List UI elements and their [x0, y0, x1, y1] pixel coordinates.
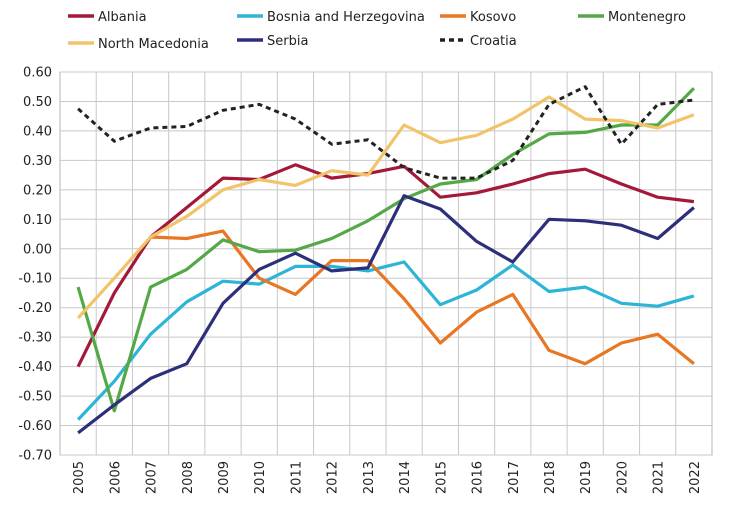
x-tick-label: 2014	[398, 461, 413, 494]
y-tick-label: -0.20	[18, 301, 52, 316]
x-tick-label: 2008	[181, 461, 196, 494]
legend-item-croatia: Croatia	[440, 34, 517, 49]
grid	[59, 71, 713, 456]
y-tick-label: 0.30	[23, 154, 52, 169]
series-line-albania	[76, 163, 695, 368]
legend-item-serbia: Serbia	[237, 34, 308, 49]
y-tick-label: 0.10	[23, 213, 52, 228]
legend-label: Kosovo	[470, 10, 516, 25]
x-tick-label: 2010	[253, 461, 268, 494]
legend-label: North Macedonia	[98, 37, 209, 52]
x-tick-label: 2012	[326, 461, 341, 494]
x-tick-label: 2016	[471, 461, 486, 494]
legend-label: Montenegro	[608, 10, 686, 25]
y-tick-label: 0.00	[23, 242, 52, 257]
x-tick-label: 2006	[108, 461, 123, 494]
y-tick-label: -0.60	[18, 419, 52, 434]
series-line-north-macedonia	[76, 95, 695, 320]
x-tick-label: 2018	[543, 461, 558, 494]
x-tick-label: 2017	[507, 461, 522, 494]
plot-area	[76, 85, 696, 435]
legend-label: Bosnia and Herzegovina	[267, 10, 425, 25]
y-tick-label: -0.70	[18, 449, 52, 464]
y-tick-label: 0.40	[23, 124, 52, 139]
legend-label: Albania	[98, 10, 147, 25]
series-line-croatia	[77, 85, 695, 180]
x-tick-label: 2011	[289, 461, 304, 494]
series-line-montenegro	[76, 87, 696, 413]
x-tick-label: 2013	[362, 461, 377, 494]
x-axis: 2005 2006 2007 2008 2009 2010 2011 2012 2013 2014…	[72, 461, 703, 494]
y-axis: 0.60 0.50 0.40 0.30 0.20 0.10 0.00 -0.10 -0.20 -0…	[18, 66, 52, 464]
y-tick-label: 0.50	[23, 95, 52, 110]
legend-item-north-macedonia: North Macedonia	[68, 37, 209, 52]
x-tick-label: 2005	[72, 461, 87, 494]
y-tick-label: -0.10	[18, 272, 52, 287]
legend-label: Serbia	[267, 34, 308, 49]
y-tick-label: -0.40	[18, 360, 52, 375]
legend: Albania Bosnia and Herzegovina Kosovo Monte…	[68, 10, 686, 52]
series-line-serbia	[77, 194, 695, 435]
x-tick-label: 2021	[652, 461, 667, 494]
y-tick-label: -0.30	[18, 331, 52, 346]
y-tick-label: 0.60	[23, 66, 52, 81]
x-tick-label: 2007	[145, 461, 160, 494]
series-line-bosnia-and-herzegovina	[76, 260, 695, 421]
x-tick-label: 2019	[579, 461, 594, 494]
x-tick-label: 2015	[434, 461, 449, 494]
legend-item-montenegro: Montenegro	[578, 10, 686, 25]
y-tick-label: 0.20	[23, 183, 52, 198]
legend-item-kosovo: Kosovo	[440, 10, 516, 25]
x-tick-label: 2020	[615, 461, 630, 494]
legend-label: Croatia	[470, 34, 517, 49]
legend-item-albania: Albania	[68, 10, 147, 25]
x-tick-label: 2022	[688, 461, 703, 494]
x-tick-label: 2009	[217, 461, 232, 494]
legend-item-bosnia-and-herzegovina: Bosnia and Herzegovina	[237, 10, 425, 25]
series-line-kosovo	[150, 229, 695, 366]
y-tick-label: -0.50	[18, 390, 52, 405]
